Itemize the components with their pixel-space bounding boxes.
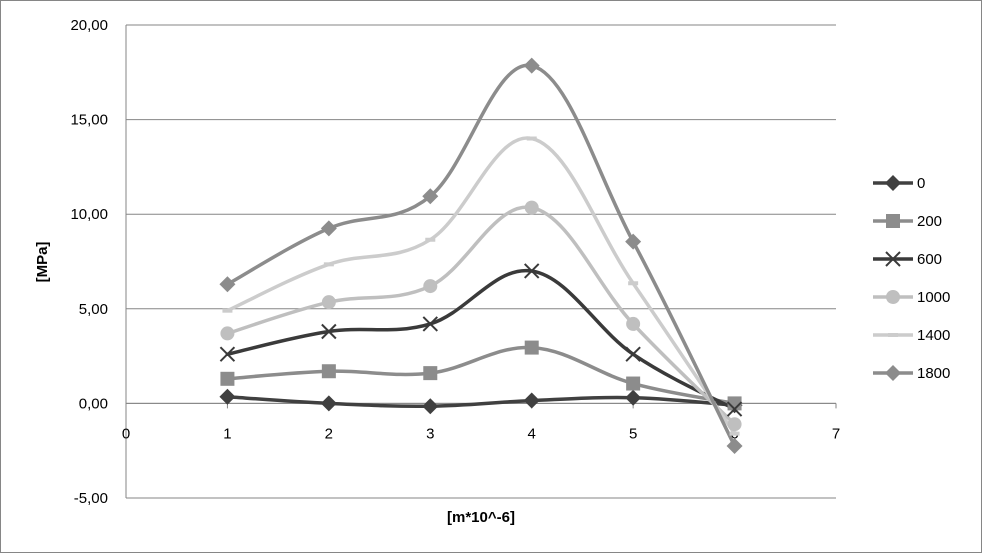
x-tick-label: 2 bbox=[325, 425, 333, 442]
point-1000-3 bbox=[423, 279, 438, 294]
legend-marker-1000 bbox=[886, 290, 900, 304]
x-tick-label: 3 bbox=[426, 425, 434, 442]
point-1800-1 bbox=[219, 276, 236, 293]
series-line-200 bbox=[225, 345, 737, 406]
legend-marker-600 bbox=[885, 251, 901, 267]
x-tick-label: 7 bbox=[832, 425, 840, 442]
y-tick-label: -5,00 bbox=[74, 490, 108, 507]
x-tick-label: 1 bbox=[223, 425, 231, 442]
point-200-1 bbox=[220, 371, 235, 386]
point-0-1 bbox=[219, 388, 236, 405]
point-1400-5 bbox=[628, 281, 639, 286]
point-1000-2 bbox=[321, 295, 336, 310]
legend-label-1400: 1400 bbox=[917, 327, 950, 344]
point-1400-6 bbox=[729, 431, 740, 436]
point-1000-6 bbox=[727, 417, 742, 432]
point-0-4 bbox=[523, 392, 540, 409]
y-tick-label: 0,00 bbox=[79, 395, 108, 412]
point-600-4 bbox=[524, 263, 540, 279]
y-tick-label: 10,00 bbox=[70, 206, 108, 223]
point-1800-3 bbox=[422, 188, 439, 205]
y-tick-label: 15,00 bbox=[70, 112, 108, 129]
y-axis-title: [MPa] bbox=[34, 242, 51, 283]
x-tick-label: 4 bbox=[528, 425, 536, 442]
legend-item-1800: 1800 bbox=[873, 365, 950, 382]
point-200-5 bbox=[626, 376, 641, 391]
series-lines bbox=[225, 63, 737, 448]
legend-label-200: 200 bbox=[917, 213, 942, 230]
y-tick-label: 20,00 bbox=[70, 17, 108, 34]
point-1400-1 bbox=[222, 308, 233, 313]
legend: 0 200 600 1000 1400 1800 bbox=[873, 175, 950, 382]
legend-label-1000: 1000 bbox=[917, 289, 950, 306]
legend-marker-1800 bbox=[885, 365, 901, 381]
x-axis-title: [m*10^-6] bbox=[447, 509, 515, 526]
point-0-2 bbox=[320, 395, 337, 412]
point-200-3 bbox=[423, 366, 438, 381]
legend-item-0: 0 bbox=[873, 175, 925, 192]
point-0-5 bbox=[625, 389, 642, 406]
point-1800-4 bbox=[523, 57, 540, 74]
point-200-2 bbox=[321, 364, 336, 379]
y-tick-labels: -5,00 0,00 5,00 10,00 15,00 20,00 bbox=[70, 17, 108, 507]
point-1000-1 bbox=[220, 326, 235, 341]
legend-item-200: 200 bbox=[873, 213, 942, 230]
y-tick-label: 5,00 bbox=[79, 301, 108, 318]
point-600-3 bbox=[422, 316, 438, 332]
point-1000-4 bbox=[524, 200, 539, 215]
point-1000-5 bbox=[626, 316, 641, 331]
point-1400-3 bbox=[425, 237, 436, 242]
point-1400-4 bbox=[526, 136, 537, 141]
point-200-4 bbox=[524, 340, 539, 355]
x-tick-label: 0 bbox=[122, 425, 130, 442]
x-tick-label: 5 bbox=[629, 425, 637, 442]
point-0-3 bbox=[422, 398, 439, 415]
legend-marker-1400 bbox=[888, 333, 898, 337]
point-1400-2 bbox=[323, 262, 334, 267]
legend-label-0: 0 bbox=[917, 175, 925, 192]
legend-item-1400: 1400 bbox=[873, 327, 950, 344]
point-600-1 bbox=[219, 346, 236, 362]
point-600-6 bbox=[726, 401, 743, 417]
point-600-2 bbox=[321, 323, 337, 340]
point-1800-5 bbox=[625, 233, 642, 250]
point-600-5 bbox=[625, 346, 641, 362]
series-markers bbox=[219, 57, 743, 454]
legend-label-600: 600 bbox=[917, 251, 942, 268]
point-1800-2 bbox=[320, 220, 337, 237]
legend-marker-0 bbox=[885, 175, 901, 191]
legend-item-600: 600 bbox=[873, 251, 942, 268]
series-line-600 bbox=[225, 268, 737, 411]
point-1800-6 bbox=[726, 437, 743, 454]
series-line-0 bbox=[225, 395, 737, 409]
legend-label-1800: 1800 bbox=[917, 365, 950, 382]
legend-item-1000: 1000 bbox=[873, 289, 950, 306]
legend-marker-200 bbox=[886, 214, 900, 228]
